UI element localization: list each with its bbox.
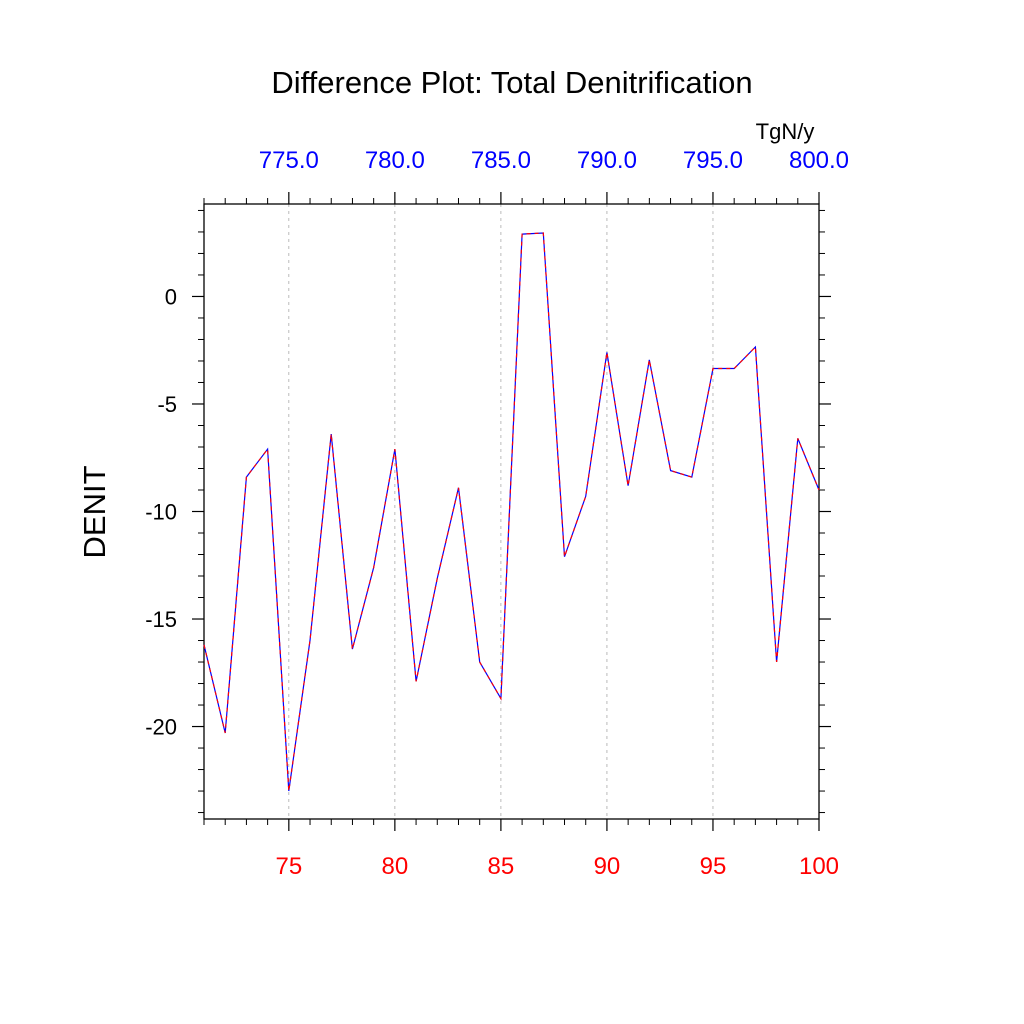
- x-tick-label-top: 795.0: [683, 147, 743, 174]
- data-point: [541, 231, 545, 235]
- x-tick-labels-top: 775.0 780.0 785.0 790.0 795.0 800.0: [259, 147, 849, 174]
- data-point: [605, 350, 609, 354]
- y-tick-label: 0: [165, 284, 177, 309]
- data-point: [520, 232, 524, 236]
- x-tick-label-bottom: 100: [799, 853, 839, 880]
- x-tick-label-bottom: 80: [382, 853, 409, 880]
- data-point: [499, 697, 503, 701]
- data-point: [202, 643, 206, 647]
- y-tick-label: -5: [157, 392, 177, 417]
- data-point: [308, 639, 312, 643]
- data-point: [287, 789, 291, 793]
- data-point: [775, 660, 779, 664]
- x-tick-label-top: 800.0: [789, 147, 849, 174]
- chart-title: Difference Plot: Total Denitrification: [271, 65, 752, 100]
- data-point: [393, 447, 397, 451]
- data-point: [711, 367, 715, 371]
- data-point: [329, 432, 333, 436]
- x-tick-label-bottom: 85: [488, 853, 515, 880]
- data-point: [266, 447, 270, 451]
- data-point: [223, 731, 227, 735]
- major-ticks: [192, 192, 831, 831]
- y-tick-label: -10: [145, 500, 177, 525]
- y-tick-label: -15: [145, 607, 177, 632]
- data-point: [414, 679, 418, 683]
- data-point: [626, 484, 630, 488]
- data-point: [456, 486, 460, 490]
- x-tick-label-top: 775.0: [259, 147, 319, 174]
- data-point: [753, 345, 757, 349]
- series-line-overlay: [203, 232, 820, 792]
- data-point: [584, 494, 588, 498]
- x-tick-label-top: 785.0: [471, 147, 531, 174]
- data-point: [732, 367, 736, 371]
- data-point: [690, 475, 694, 479]
- series-group: [203, 232, 820, 792]
- x-tick-labels-bottom: 75 80 85 90 95 100: [275, 853, 839, 880]
- data-point: [647, 358, 651, 362]
- minor-ticks: [198, 198, 825, 825]
- data-point: [478, 660, 482, 664]
- data-point: [435, 576, 439, 580]
- y-axis-label: DENIT: [77, 465, 112, 558]
- data-point: [796, 436, 800, 440]
- units-label: TgN/y: [756, 119, 815, 144]
- data-points: [202, 231, 821, 793]
- series-line-primary: [203, 232, 820, 792]
- x-tick-label-bottom: 90: [594, 853, 621, 880]
- grid-lines: [288, 204, 714, 819]
- y-tick-label: -20: [145, 715, 177, 740]
- y-tick-labels: 0 -5 -10 -15 -20: [145, 284, 177, 739]
- data-point: [350, 647, 354, 651]
- data-point: [372, 565, 376, 569]
- x-tick-label-top: 790.0: [577, 147, 637, 174]
- x-tick-label-bottom: 75: [275, 853, 302, 880]
- data-point: [244, 475, 248, 479]
- x-tick-label-bottom: 95: [700, 853, 727, 880]
- data-point: [669, 469, 673, 473]
- x-tick-label-top: 780.0: [365, 147, 425, 174]
- data-point: [563, 555, 567, 559]
- plot-frame: [203, 203, 820, 820]
- data-point: [817, 488, 821, 492]
